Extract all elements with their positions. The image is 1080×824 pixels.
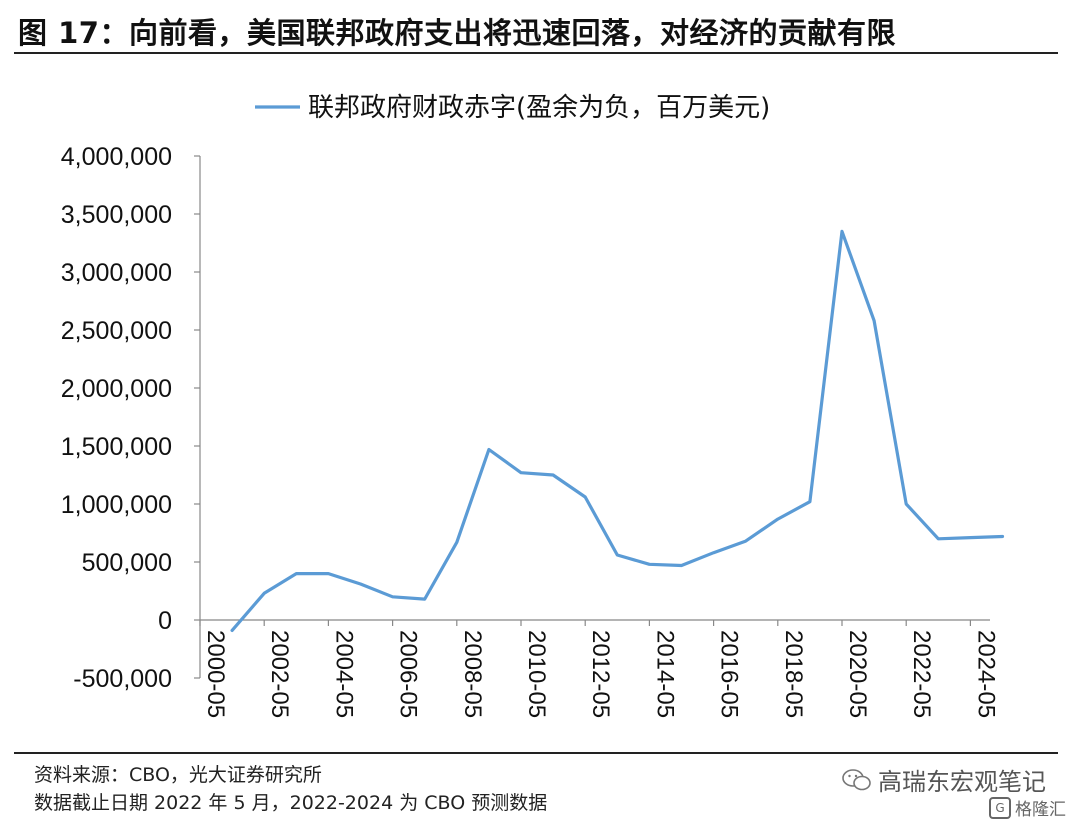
x-tick-label: 2016-05	[716, 630, 743, 718]
bottom-rule	[14, 752, 1058, 754]
x-tick-label: 2020-05	[844, 630, 871, 718]
figure-title: 图 17：向前看，美国联邦政府支出将迅速回落，对经济的贡献有限	[18, 16, 896, 50]
y-tick-label: 3,500,000	[61, 201, 172, 229]
x-tick-label: 2012-05	[587, 630, 614, 718]
x-tick-label: 2002-05	[266, 630, 293, 718]
data-cutoff-note: 数据截止日期 2022 年 5 月，2022-2024 为 CBO 预测数据	[34, 792, 548, 814]
watermark-secondary: G 格隆汇	[989, 795, 1066, 820]
x-tick-label: 2004-05	[330, 630, 357, 718]
x-tick-label: 2014-05	[651, 630, 678, 718]
series-line	[230, 229, 1005, 633]
x-tick-label: 2000-05	[202, 630, 229, 718]
y-tick-label: 2,500,000	[61, 317, 172, 345]
x-tick-label: 2006-05	[395, 630, 422, 718]
y-tick-label: 2,000,000	[61, 375, 172, 403]
x-tick-label: 2024-05	[972, 630, 999, 718]
gelonghui-logo-icon: G	[989, 796, 1011, 819]
wechat-icon	[842, 768, 871, 790]
y-tick-label: 1,000,000	[61, 491, 172, 519]
deficit-line-chart: -500,000 0 500,000 1,000,000 1,500,000 2,000,…	[61, 93, 1005, 718]
y-tick-label: 4,000,000	[61, 143, 172, 171]
watermark: 高瑞东宏观笔记	[842, 762, 1046, 797]
y-tick-label: 0	[158, 607, 172, 635]
y-tick-label: 3,000,000	[61, 259, 172, 287]
legend-label: 联邦政府财政赤字(盈余为负，百万美元)	[308, 93, 770, 123]
watermark-secondary-text: 格隆汇	[1015, 800, 1066, 820]
x-tick-label: 2010-05	[523, 630, 550, 718]
x-tick-label: 2018-05	[780, 630, 807, 718]
x-tick-label: 2008-05	[459, 630, 486, 718]
y-tick-label: 1,500,000	[61, 433, 172, 461]
x-tick-label: 2022-05	[908, 630, 935, 718]
y-tick-label: 500,000	[82, 549, 172, 577]
top-rule	[14, 52, 1058, 54]
y-tick-label: -500,000	[73, 665, 172, 693]
source-note: 资料来源：CBO，光大证券研究所	[34, 764, 322, 786]
watermark-text: 高瑞东宏观笔记	[878, 768, 1046, 796]
